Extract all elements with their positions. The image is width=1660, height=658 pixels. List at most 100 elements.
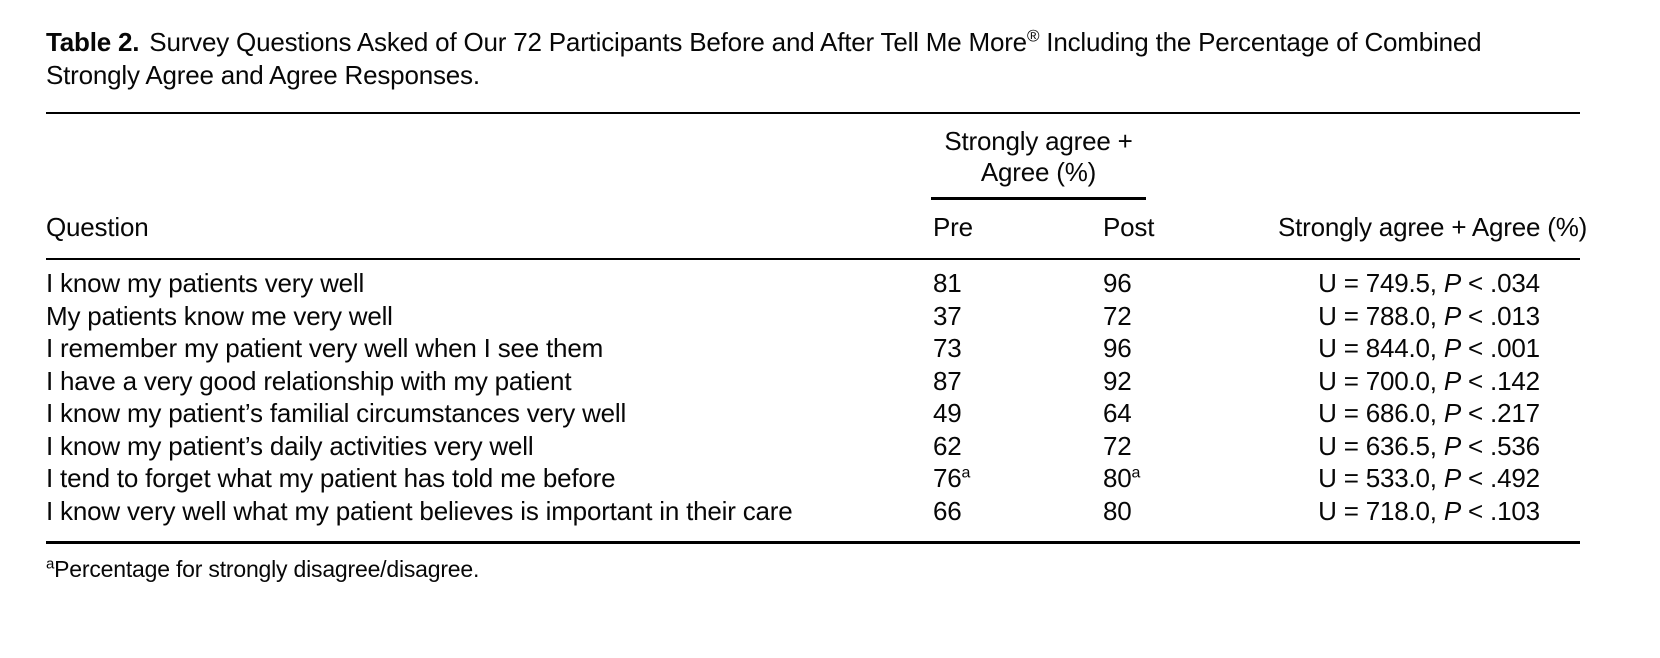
- table-row: I know my patient’s familial circumstanc…: [46, 397, 1580, 430]
- spanner-strongly-agree: Strongly agree + Agree (%): [931, 126, 1146, 200]
- pre-value: 87: [933, 365, 962, 396]
- pre-cell: 73: [933, 332, 1103, 365]
- table-caption-text-1: Survey Questions Asked of Our 72 Partici…: [149, 27, 1027, 57]
- column-header-pre: Pre: [933, 212, 973, 242]
- post-cell: 92: [1103, 365, 1278, 398]
- footnote-marker: a: [1131, 464, 1141, 482]
- p-label: P: [1443, 268, 1462, 298]
- pre-value: 81: [933, 268, 962, 298]
- question-cell: My patients know me very well: [46, 300, 393, 331]
- pre-cell: 76a: [933, 462, 1103, 495]
- post-cell: 72: [1103, 300, 1278, 333]
- table-caption-text-2: Including the Percentage of Combined Str…: [46, 27, 1482, 90]
- pre-value: 49: [933, 398, 962, 428]
- u-statistic: U = 636.5,: [1318, 430, 1437, 461]
- stat-cell: U = 718.0, P < .103: [1278, 495, 1580, 528]
- p-label: P: [1443, 430, 1462, 461]
- question-cell: I have a very good relationship with my …: [46, 365, 572, 396]
- table-2-block: Table 2. Survey Questions Asked of Our 72…: [46, 26, 1588, 583]
- pre-value: 62: [933, 430, 962, 461]
- u-statistic: U = 700.0,: [1318, 365, 1437, 396]
- post-value: 96: [1103, 333, 1132, 363]
- column-header-question: Question: [46, 212, 149, 242]
- stat-cell: U = 686.0, P < .217: [1278, 397, 1580, 430]
- p-value: < .142: [1461, 365, 1540, 396]
- table-row: I remember my patient very well when I s…: [46, 332, 1580, 365]
- p-label: P: [1443, 495, 1462, 526]
- table-row: I know my patients very well 81 96 U = 7…: [46, 267, 1580, 300]
- post-cell: 80a: [1103, 462, 1278, 495]
- p-label: P: [1443, 463, 1462, 493]
- p-value: < .536: [1461, 430, 1540, 461]
- column-header-stats: Strongly agree + Agree (%): [1278, 212, 1588, 242]
- question-cell: I know very well what my patient believe…: [46, 495, 793, 526]
- stat-cell: U = 700.0, P < .142: [1278, 365, 1580, 398]
- p-value: < .034: [1461, 268, 1540, 298]
- pre-value: 66: [933, 495, 962, 526]
- post-cell: 72: [1103, 430, 1278, 463]
- post-value: 80: [1103, 463, 1132, 493]
- p-label: P: [1443, 300, 1462, 331]
- pre-cell: 49: [933, 397, 1103, 430]
- pre-cell: 66: [933, 495, 1103, 528]
- post-value: 64: [1103, 398, 1132, 428]
- p-value: < .013: [1461, 300, 1540, 331]
- post-value: 92: [1103, 365, 1132, 396]
- question-cell: I know my patients very well: [46, 268, 365, 298]
- u-statistic: U = 749.5,: [1318, 268, 1437, 298]
- pre-cell: 81: [933, 267, 1103, 300]
- table-row: I know very well what my patient believe…: [46, 495, 1580, 528]
- p-value: < .103: [1461, 495, 1540, 526]
- post-cell: 96: [1103, 332, 1278, 365]
- pre-cell: 62: [933, 430, 1103, 463]
- column-header-row: Question Pre Post Strongly agree + Agree…: [46, 212, 1588, 260]
- p-value: < .001: [1461, 333, 1540, 363]
- table-row: My patients know me very well 37 72 U = …: [46, 300, 1580, 333]
- spanner-line-1: Strongly agree +: [944, 126, 1133, 156]
- stat-cell: U = 788.0, P < .013: [1278, 300, 1580, 333]
- question-cell: I know my patient’s familial circumstanc…: [46, 398, 627, 428]
- post-value: 80: [1103, 495, 1132, 526]
- u-statistic: U = 686.0,: [1318, 398, 1437, 428]
- post-cell: 96: [1103, 267, 1278, 300]
- pre-cell: 37: [933, 300, 1103, 333]
- post-cell: 80: [1103, 495, 1278, 528]
- question-cell: I remember my patient very well when I s…: [46, 333, 604, 363]
- footnote-marker: a: [46, 555, 55, 573]
- stat-cell: U = 533.0, P < .492: [1278, 462, 1580, 495]
- stat-cell: U = 749.5, P < .034: [1278, 267, 1580, 300]
- registered-trademark-symbol: ®: [1026, 26, 1040, 46]
- p-label: P: [1443, 333, 1462, 363]
- post-value: 96: [1103, 268, 1132, 298]
- pre-value: 37: [933, 300, 962, 331]
- stat-cell: U = 636.5, P < .536: [1278, 430, 1580, 463]
- table-row: I tend to forget what my patient has tol…: [46, 462, 1580, 495]
- p-label: P: [1443, 398, 1462, 428]
- table-row: I have a very good relationship with my …: [46, 365, 1580, 398]
- survey-table: Strongly agree + Agree (%) Question Pre …: [46, 112, 1588, 544]
- table-caption-label: Table 2.: [46, 27, 140, 57]
- footnote-marker: a: [961, 464, 971, 482]
- spanner-line-2: Agree (%): [980, 157, 1097, 187]
- pre-value: 76: [933, 463, 962, 493]
- u-statistic: U = 844.0,: [1318, 333, 1437, 363]
- pre-cell: 87: [933, 365, 1103, 398]
- column-header-post: Post: [1103, 212, 1155, 242]
- table-body: I know my patients very well 81 96 U = 7…: [46, 260, 1580, 544]
- table-row: I know my patient’s daily activities ver…: [46, 430, 1580, 463]
- u-statistic: U = 718.0,: [1318, 495, 1437, 526]
- question-cell: I tend to forget what my patient has tol…: [46, 463, 616, 493]
- table-footnote: aPercentage for strongly disagree/disagr…: [46, 556, 1580, 583]
- post-value: 72: [1103, 430, 1132, 461]
- table-caption: Table 2. Survey Questions Asked of Our 72…: [46, 26, 1580, 92]
- u-statistic: U = 788.0,: [1318, 300, 1437, 331]
- post-value: 72: [1103, 300, 1132, 331]
- p-value: < .492: [1461, 463, 1540, 493]
- table-header: Strongly agree + Agree (%) Question Pre …: [46, 126, 1588, 260]
- footnote-text: Percentage for strongly disagree/disagre…: [54, 556, 480, 582]
- pre-value: 73: [933, 333, 962, 363]
- post-cell: 64: [1103, 397, 1278, 430]
- stat-cell: U = 844.0, P < .001: [1278, 332, 1580, 365]
- p-value: < .217: [1461, 398, 1540, 428]
